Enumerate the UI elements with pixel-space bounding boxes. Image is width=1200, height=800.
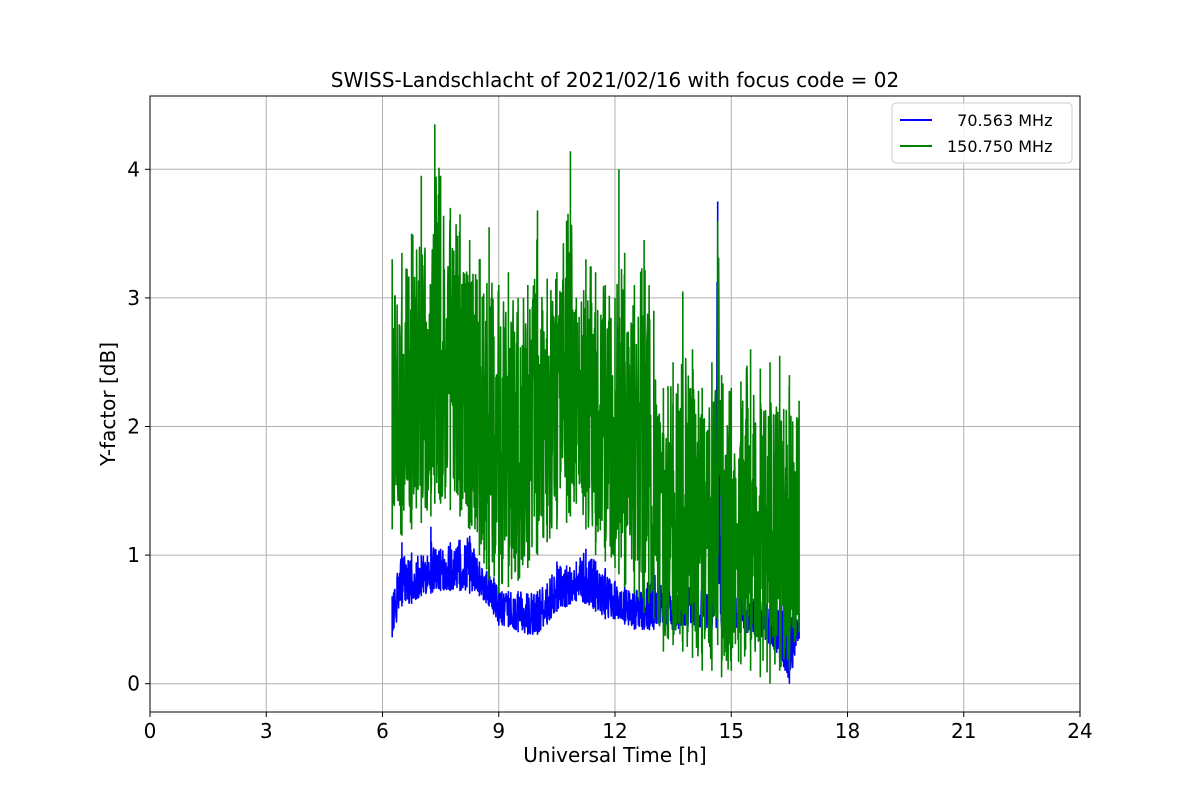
x-tick-label: 0 (144, 719, 157, 743)
legend-label: 150.750 MHz (947, 137, 1052, 156)
y-ticks: 0 1 2 3 4 (127, 157, 150, 696)
x-tick-label: 15 (719, 719, 744, 743)
y-tick-label: 1 (127, 543, 140, 567)
x-tick-label: 21 (951, 719, 976, 743)
x-axis-label: Universal Time [h] (523, 743, 706, 767)
x-tick-label: 12 (602, 719, 627, 743)
legend: 70.563 MHz 150.750 MHz (891, 102, 1073, 164)
x-tick-label: 9 (492, 719, 505, 743)
y-tick-label: 3 (127, 286, 140, 310)
legend-label: 70.563 MHz (947, 111, 1052, 130)
series-layer (391, 124, 800, 684)
x-tick-label: 3 (260, 719, 273, 743)
y-tick-label: 4 (127, 157, 140, 181)
x-tick-label: 6 (376, 719, 389, 743)
y-tick-label: 2 (127, 415, 140, 439)
series-line (391, 124, 800, 684)
y-axis-label: Y-factor [dB] (96, 342, 120, 467)
x-ticks: 0 3 6 9 12 15 18 21 24 (144, 712, 1093, 743)
x-tick-label: 24 (1067, 719, 1092, 743)
chart-title: SWISS-Landschlacht of 2021/02/16 with fo… (331, 68, 899, 92)
legend-box (891, 102, 1073, 164)
y-tick-label: 0 (127, 672, 140, 696)
x-tick-label: 18 (835, 719, 860, 743)
